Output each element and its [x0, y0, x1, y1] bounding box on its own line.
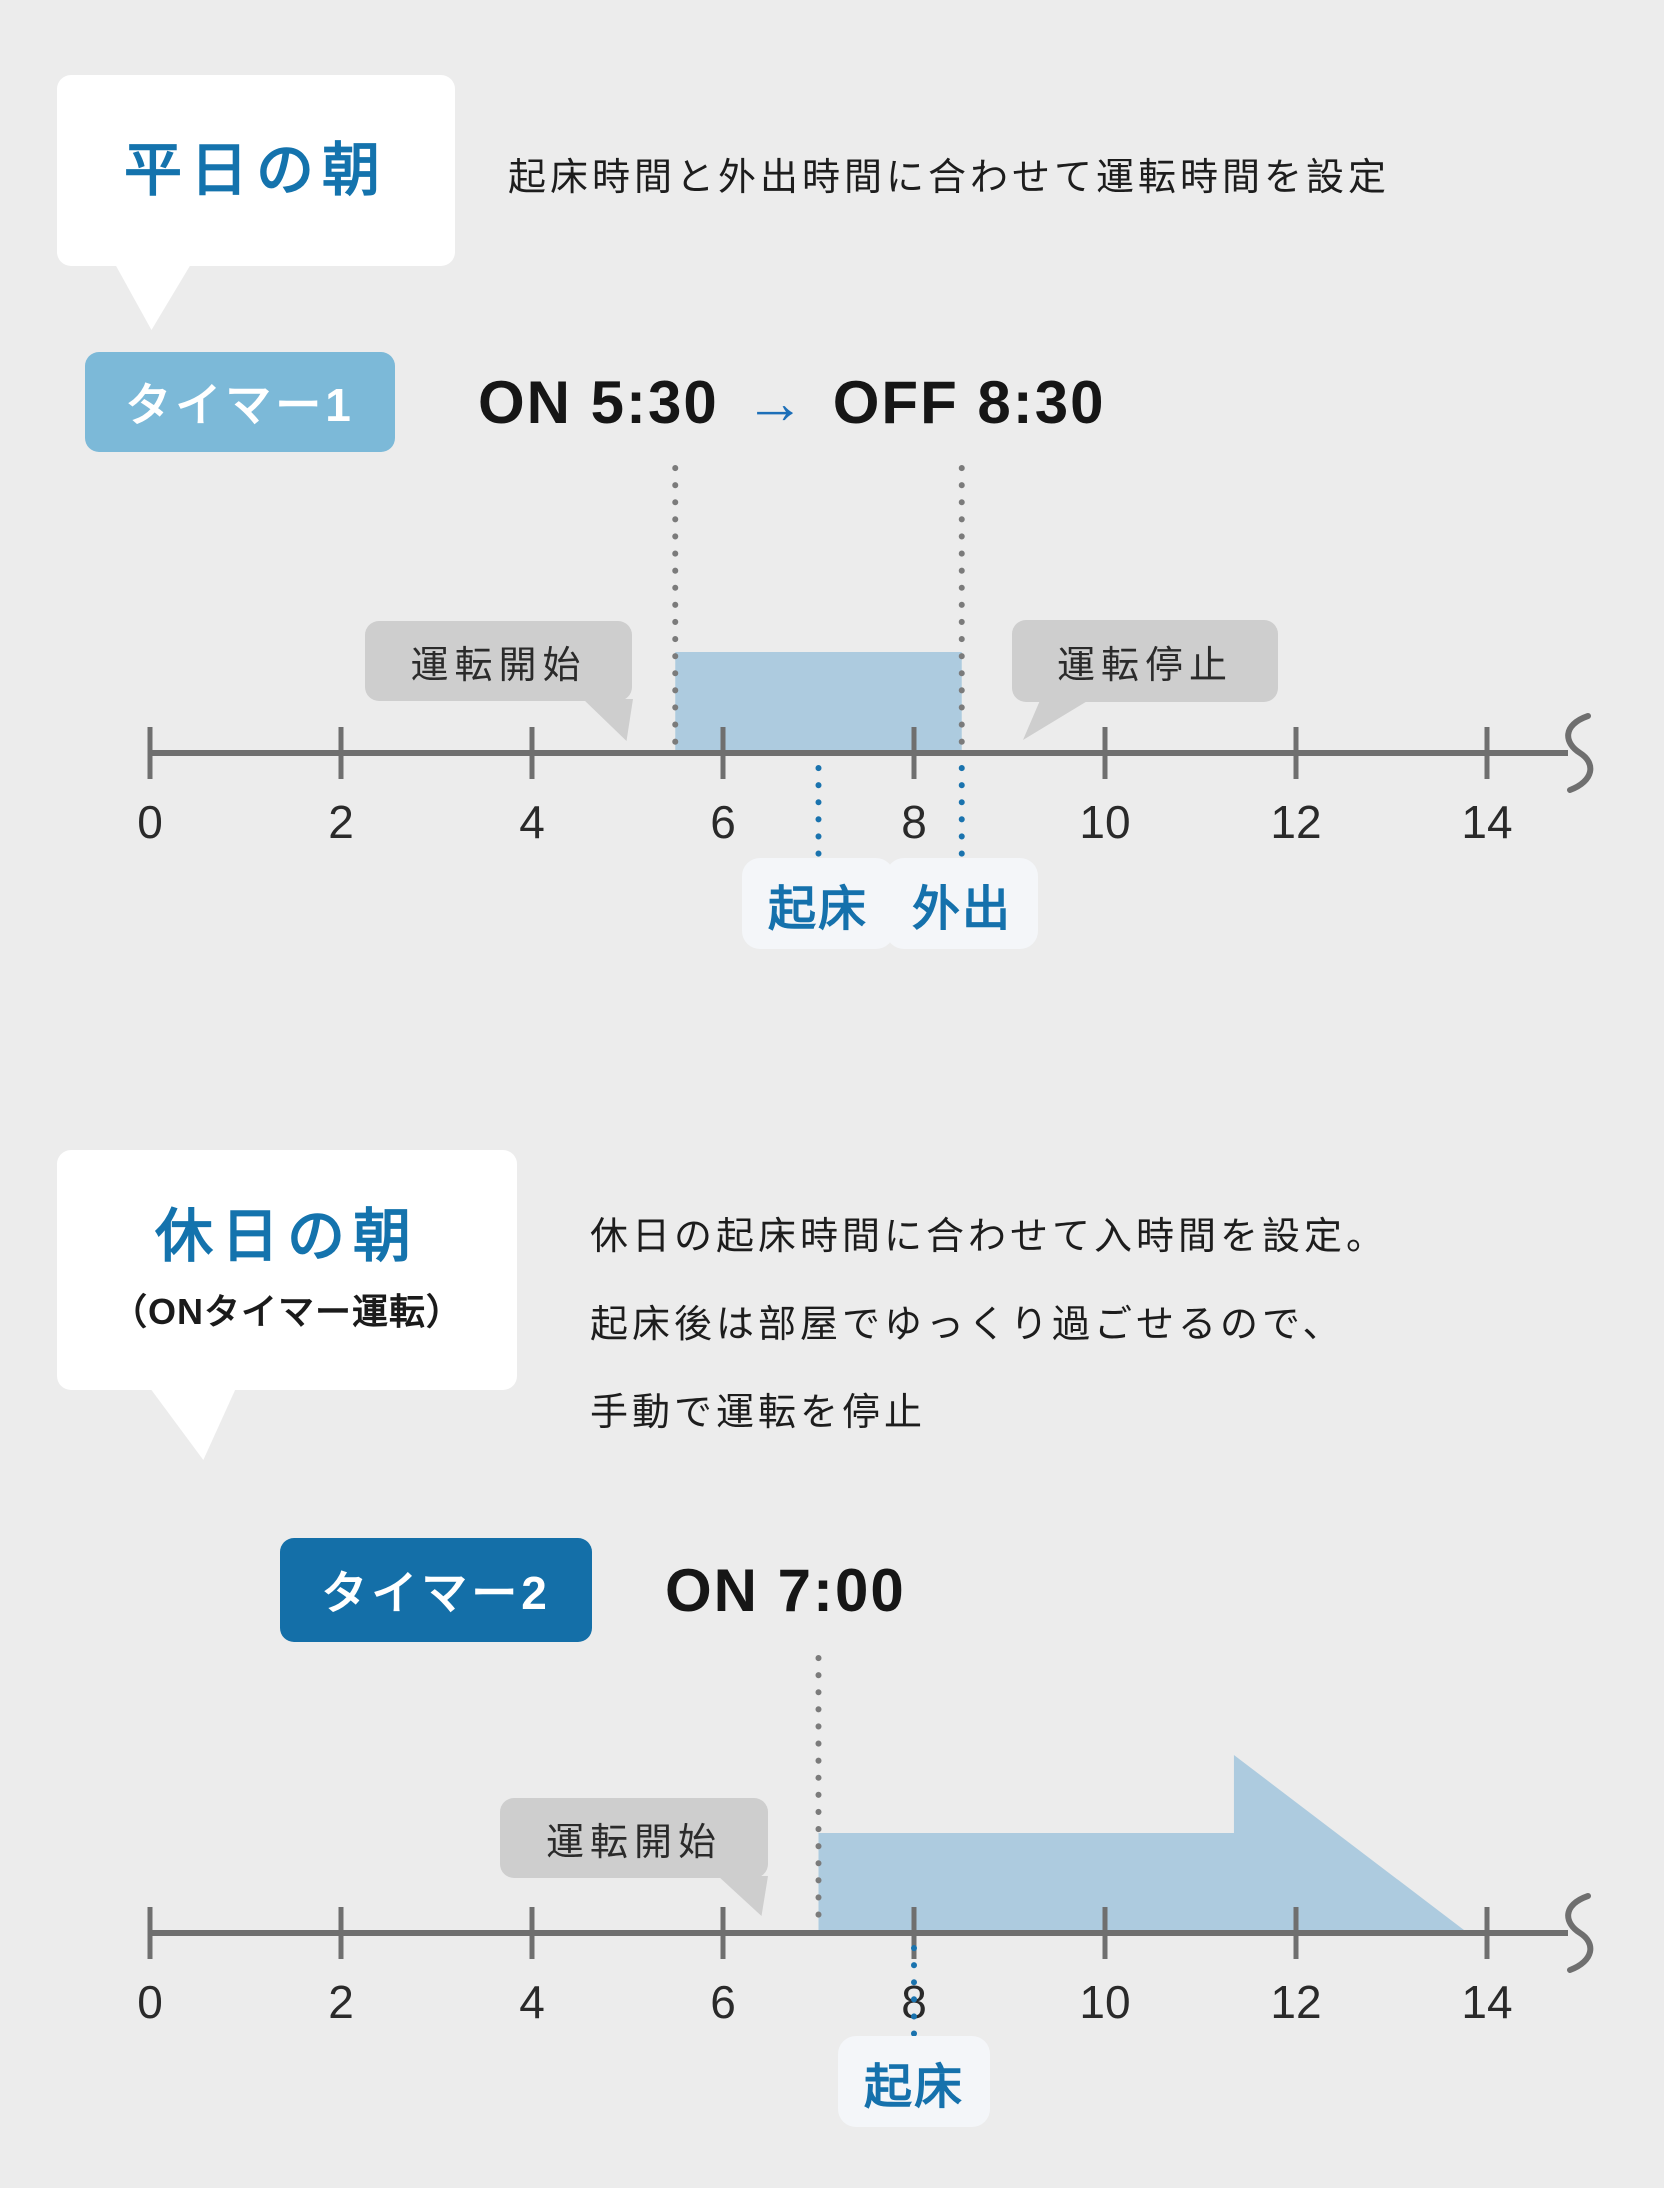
tick-label: 14	[1461, 1976, 1512, 2028]
tick-label: 2	[328, 1976, 354, 2028]
callout-title-weekday: 平日の朝	[123, 137, 388, 203]
timer1-badge: タイマー1	[85, 352, 395, 452]
callout-subtitle-holiday: （ONタイマー運転）	[110, 1290, 463, 1332]
wakeup-marker-label: 起床	[838, 2036, 990, 2127]
description-line: 手動で運転を停止	[590, 1392, 927, 1434]
section1-description: 起床時間と外出時間に合わせて運転時間を設定	[508, 157, 1391, 199]
callout-weekday-morning: 平日の朝	[57, 75, 455, 266]
section2-description: 休日の起床時間に合わせて入時間を設定。 起床後は部屋でゆっくり過ごせるので、 手…	[590, 1208, 1388, 1472]
operation-region	[675, 652, 962, 753]
operation-start-bubble: 運転開始	[500, 1798, 768, 1878]
callout-holiday-morning: 休日の朝 （ONタイマー運転）	[57, 1150, 517, 1390]
tick-label: 12	[1270, 1976, 1321, 2028]
timer1-on-time: ON 5:30	[478, 368, 719, 436]
timer2-schedule: ON 7:00	[665, 1538, 906, 1642]
timer2-badge: タイマー2	[280, 1538, 592, 1642]
callout-title-holiday: 休日の朝	[154, 1204, 419, 1270]
tick-label: 12	[1270, 796, 1321, 848]
tick-label: 6	[710, 796, 736, 848]
tick-label: 14	[1461, 796, 1512, 848]
timer1-schedule: ON 5:30 → OFF 8:30	[478, 352, 1106, 452]
operation-start-bubble: 運転開始	[365, 621, 632, 701]
leave-home-marker-label: 外出	[886, 858, 1038, 949]
tick-label: 10	[1079, 796, 1130, 848]
operation-region-arrow	[818, 1755, 1468, 1933]
timer1-off-time: OFF 8:30	[832, 368, 1106, 436]
axis-break-icon	[1565, 1893, 1594, 1973]
tick-label: 0	[137, 1976, 163, 2028]
tick-label: 4	[519, 1976, 545, 2028]
axis-break-icon	[1565, 713, 1594, 793]
tick-label: 2	[328, 796, 354, 848]
tick-label: 6	[710, 1976, 736, 2028]
arrow-right-icon: →	[744, 368, 807, 436]
tick-label: 4	[519, 796, 545, 848]
timer2-on-time: ON 7:00	[665, 1556, 906, 1624]
wakeup-marker-label: 起床	[742, 858, 894, 949]
tick-label: 8	[901, 796, 927, 848]
description-line: 起床後は部屋でゆっくり過ごせるので、	[590, 1304, 1345, 1346]
description-line: 休日の起床時間に合わせて入時間を設定。	[590, 1216, 1389, 1258]
operation-stop-bubble: 運転停止	[1012, 620, 1278, 702]
tick-label: 0	[137, 796, 163, 848]
tick-label: 10	[1079, 1976, 1130, 2028]
